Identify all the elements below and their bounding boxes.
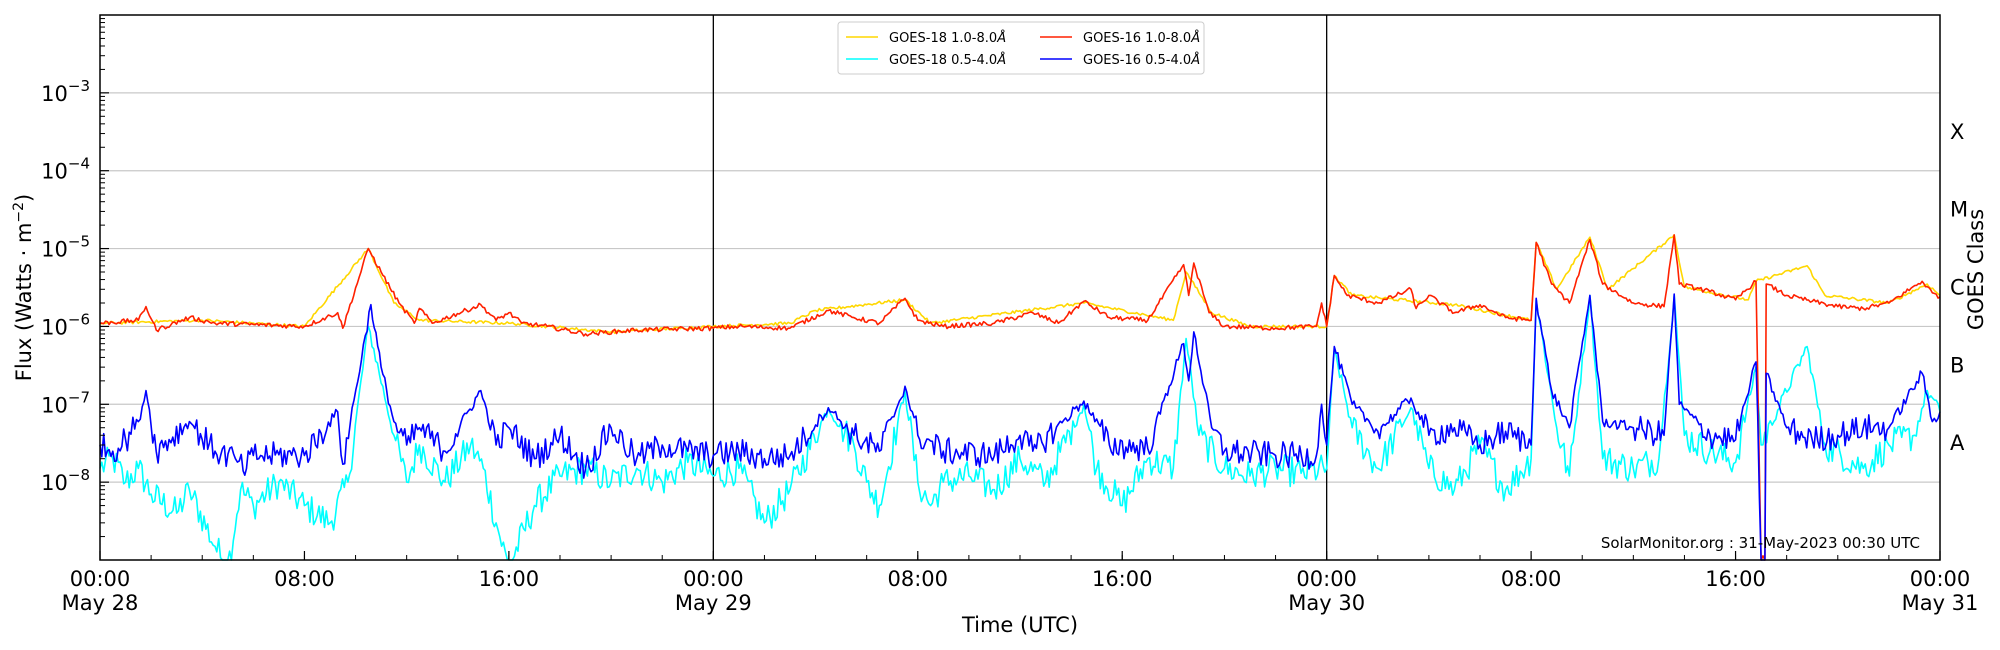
- legend-entry-label: GOES-18 1.0-8.0Å: [889, 30, 1006, 46]
- goes-class-label: A: [1950, 431, 1965, 455]
- y-tick-label: 10−6: [41, 310, 90, 339]
- x-tick-date-label: May 29: [675, 591, 752, 615]
- y-tick-base: 10: [41, 238, 68, 262]
- goes-class-label: C: [1950, 276, 1965, 300]
- y-tick-exponent: −4: [68, 155, 90, 173]
- legend-angstrom-unit: Å: [1190, 52, 1200, 68]
- y-tick-base: 10: [41, 471, 68, 495]
- goes-class-label: B: [1950, 353, 1964, 377]
- y-tick-exponent: −3: [68, 77, 90, 95]
- x-tick-time-label: 08:00: [1501, 567, 1562, 591]
- y-tick-exponent: −5: [68, 233, 90, 251]
- y-tick-label: 10−4: [41, 155, 90, 184]
- credit-text: SolarMonitor.org : 31-May-2023 00:30 UTC: [1601, 534, 1920, 552]
- x-tick-time-label: 08:00: [888, 567, 949, 591]
- legend-entry-label: GOES-16 0.5-4.0Å: [1083, 52, 1200, 68]
- y-tick-label: 10−3: [41, 77, 90, 106]
- x-axis-title: Time (UTC): [961, 613, 1078, 637]
- legend-angstrom-unit: Å: [996, 30, 1006, 46]
- legend-entry-label: GOES-16 1.0-8.0Å: [1083, 30, 1200, 46]
- y-tick-label: 10−5: [41, 233, 90, 262]
- day-boundary-lines: [712, 15, 1328, 560]
- y-tick-label: 10−7: [41, 388, 90, 417]
- series-lines: [99, 234, 1941, 561]
- goes-class-axis-title: GOES Class: [1964, 209, 1988, 330]
- y-tick-exponent: −6: [68, 310, 90, 328]
- goes-class-label: M: [1950, 198, 1968, 222]
- y-tick-exponent: −8: [68, 466, 90, 484]
- x-tick-time-label: 16:00: [1705, 567, 1766, 591]
- series-line: [99, 294, 1941, 561]
- x-tick-time-label: 00:00: [1910, 567, 1971, 591]
- x-tick-date-label: May 28: [62, 591, 139, 615]
- legend: GOES-18 1.0-8.0Å GOES-18 0.5-4.0Å GOES-16 …: [837, 21, 1205, 75]
- goes-class-label: X: [1950, 120, 1964, 144]
- x-tick-date-label: May 31: [1902, 591, 1979, 615]
- y-tick-label: 10−8: [41, 466, 90, 495]
- x-tick-time-label: 16:00: [1092, 567, 1153, 591]
- series-line: [99, 293, 1941, 561]
- x-tick-time-label: 16:00: [479, 567, 540, 591]
- grid-lines: [100, 92, 1940, 483]
- series-line: [99, 234, 1941, 561]
- y-tick-base: 10: [41, 393, 68, 417]
- y-tick-base: 10: [41, 82, 68, 106]
- legend-entry-label: GOES-18 0.5-4.0Å: [889, 52, 1006, 68]
- series-line: [99, 234, 1941, 335]
- y-axis-title-part: Flux (Watts · m: [12, 223, 36, 382]
- x-tick-time-label: 00:00: [70, 567, 131, 591]
- y-tick-exponent: −7: [68, 388, 90, 406]
- x-tick-time-label: 08:00: [274, 567, 335, 591]
- y-axis-title-close: ): [12, 194, 36, 202]
- x-tick-time-label: 00:00: [1296, 567, 1357, 591]
- x-tick-time-label: 00:00: [683, 567, 744, 591]
- legend-box: [837, 21, 1205, 75]
- x-tick-date-label: May 30: [1288, 591, 1365, 615]
- y-tick-base: 10: [41, 160, 68, 184]
- y-axis-title-exponent: −2: [11, 202, 27, 223]
- plot-frame: [99, 14, 1941, 561]
- y-tick-base: 10: [41, 315, 68, 339]
- legend-angstrom-unit: Å: [1190, 30, 1200, 46]
- legend-angstrom-unit: Å: [996, 52, 1006, 68]
- y-axis-title: Flux (Watts · m−2): [11, 194, 36, 382]
